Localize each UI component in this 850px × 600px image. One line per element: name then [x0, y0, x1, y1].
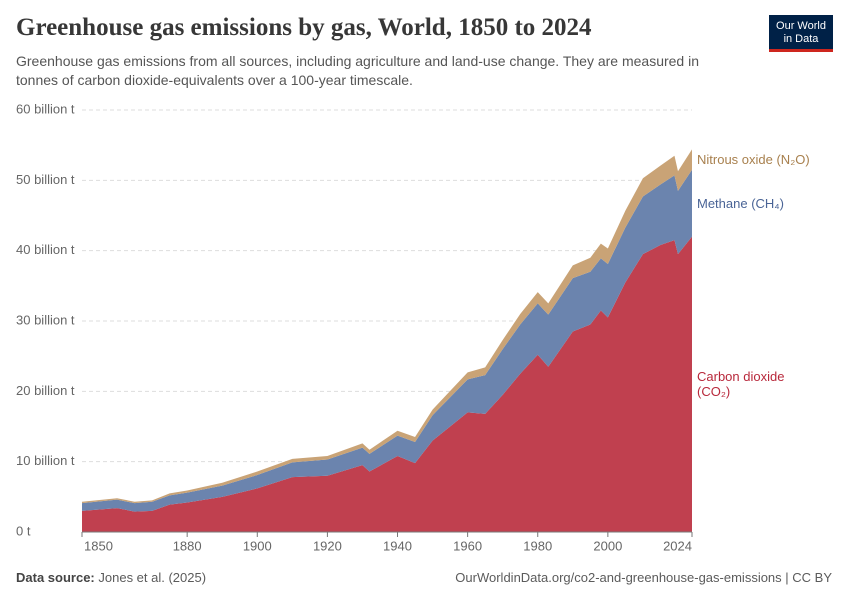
url[interactable]: OurWorldinData.org/co2-and-greenhouse-ga…: [455, 570, 832, 585]
logo-line: Our World: [776, 20, 826, 32]
series-label[interactable]: Nitrous oxide (N₂O): [697, 152, 810, 168]
source-label: Data source:: [16, 570, 95, 585]
chart-title: Greenhouse gas emissions by gas, World, …: [16, 14, 592, 41]
x-tick-label: 1850: [84, 538, 113, 553]
logo-line: in Data: [783, 33, 819, 45]
y-tick-label: 30 billion t: [16, 312, 75, 327]
series-label[interactable]: Methane (CH₄): [697, 195, 784, 211]
source-text: Jones et al. (2025): [98, 570, 207, 585]
y-tick-label: 50 billion t: [16, 172, 75, 187]
source: Data source: Jones et al. (2025): [16, 570, 206, 585]
logo[interactable]: Our World in Data: [769, 15, 833, 52]
x-tick-label: 1900: [243, 538, 272, 553]
y-tick-label: 0 t: [16, 523, 31, 538]
area: [82, 236, 692, 532]
x-tick-label: 1960: [453, 538, 482, 553]
y-tick-label: 60 billion t: [16, 101, 75, 116]
y-tick-label: 40 billion t: [16, 242, 75, 257]
x-tick-label: 2000: [593, 538, 622, 553]
area: [82, 169, 692, 512]
x-tick-label: 1920: [313, 538, 342, 553]
y-tick-label: 20 billion t: [16, 383, 75, 398]
x-tick-label: 1880: [173, 538, 202, 553]
x-tick-label: 1980: [523, 538, 552, 553]
chart-subtitle: Greenhouse gas emissions from all source…: [16, 53, 700, 88]
x-tick-label: 1940: [383, 538, 412, 553]
y-tick-label: 10 billion t: [16, 453, 75, 468]
series-label[interactable]: Carbon dioxide (CO₂): [697, 369, 785, 400]
x-tick-label: 2024: [663, 538, 692, 553]
